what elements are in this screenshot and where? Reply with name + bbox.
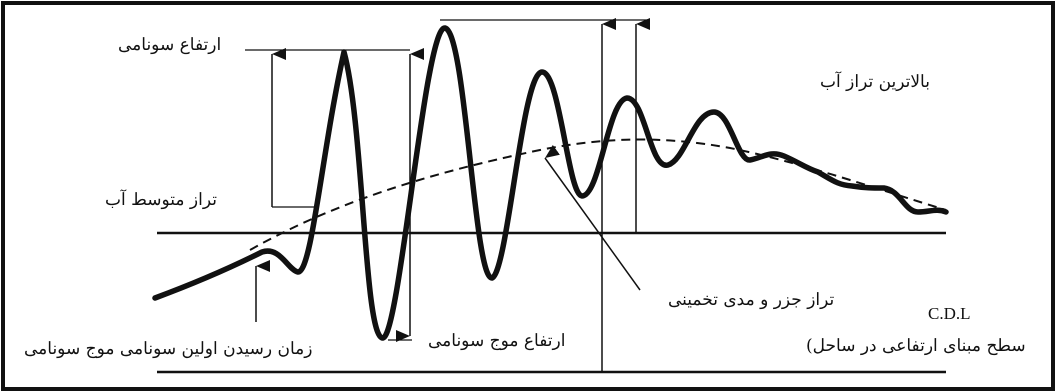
label-mean-water-level: تراز متوسط آب — [105, 190, 217, 210]
label-estimated-tide-level: تراز جزر و مدی تخمینی — [668, 290, 835, 310]
tsunami-wave-curve — [152, 25, 949, 341]
label-cdl-description: سطح مبنای ارتفاعی در ساحل) — [806, 336, 1026, 356]
label-first-arrival-time: زمان رسیدن اولین سونامی موج سونامی — [24, 339, 313, 359]
tide-level-pointer — [544, 144, 641, 291]
label-cdl: C.D.L — [928, 304, 971, 323]
label-tsunami-wave-height: ارتفاع موج سونامی — [428, 331, 566, 351]
label-highest-water-level: بالاترین تراز آب — [820, 72, 930, 92]
label-tsunami-height: ارتفاع سونامی — [118, 35, 222, 55]
